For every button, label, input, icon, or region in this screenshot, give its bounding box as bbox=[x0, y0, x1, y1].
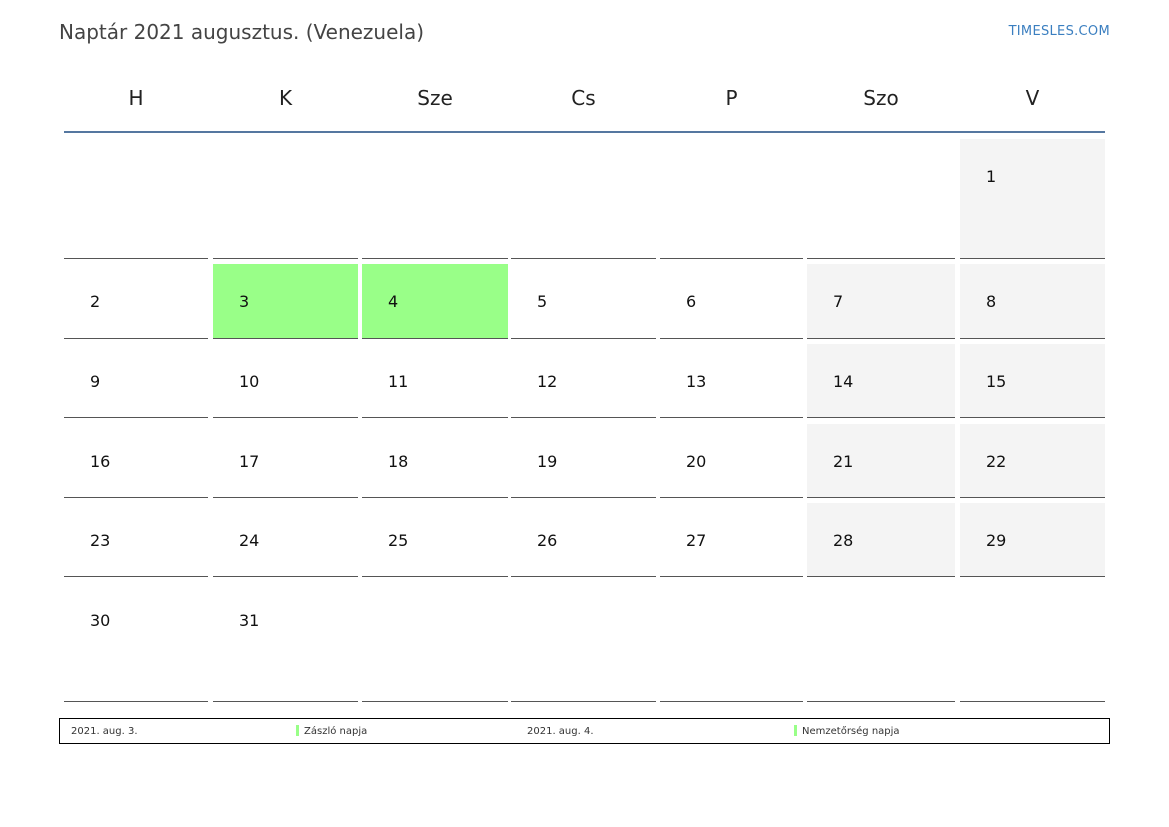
day-number: 20 bbox=[686, 452, 707, 471]
calendar-day-cell: 2 bbox=[64, 264, 208, 339]
calendar-day-cell: 7 bbox=[807, 264, 955, 339]
weekday-header: Sze bbox=[417, 86, 453, 110]
calendar-day-cell: 1 bbox=[960, 139, 1105, 259]
calendar-day-cell: 27 bbox=[660, 503, 803, 577]
day-number: 8 bbox=[986, 292, 997, 311]
calendar-day-cell: 4 bbox=[362, 264, 508, 339]
calendar-day-cell: 26 bbox=[511, 503, 656, 577]
day-number: 4 bbox=[388, 292, 399, 311]
calendar-day-cell: 30 bbox=[64, 583, 208, 702]
weekday-header: P bbox=[725, 86, 738, 110]
day-number: 19 bbox=[537, 452, 558, 471]
day-number: 28 bbox=[833, 531, 854, 550]
calendar-day-cell bbox=[213, 139, 358, 259]
day-number: 29 bbox=[986, 531, 1007, 550]
weekday-header: Cs bbox=[571, 86, 596, 110]
calendar-day-cell: 19 bbox=[511, 424, 656, 498]
calendar-day-cell bbox=[960, 583, 1105, 702]
calendar-day-cell bbox=[362, 139, 508, 259]
calendar-day-cell: 12 bbox=[511, 344, 656, 418]
calendar-day-cell bbox=[807, 139, 955, 259]
calendar-day-cell bbox=[511, 139, 656, 259]
calendar-day-cell: 20 bbox=[660, 424, 803, 498]
day-number: 21 bbox=[833, 452, 854, 471]
calendar-day-cell: 10 bbox=[213, 344, 358, 418]
day-number: 16 bbox=[90, 452, 111, 471]
calendar-day-cell: 14 bbox=[807, 344, 955, 418]
calendar-day-cell: 8 bbox=[960, 264, 1105, 339]
calendar-day-cell: 6 bbox=[660, 264, 803, 339]
legend-holiday-name-1: Zászló napja bbox=[304, 726, 368, 737]
calendar-day-cell: 23 bbox=[64, 503, 208, 577]
calendar-day-cell bbox=[64, 139, 208, 259]
holiday-legend: 2021. aug. 3. Zászló napja 2021. aug. 4.… bbox=[59, 718, 1110, 744]
day-number: 31 bbox=[239, 611, 260, 630]
day-number: 30 bbox=[90, 611, 111, 630]
day-number: 15 bbox=[986, 372, 1007, 391]
legend-color-swatch-2 bbox=[794, 725, 797, 736]
calendar-day-cell: 18 bbox=[362, 424, 508, 498]
calendar-day-cell bbox=[807, 583, 955, 702]
day-number: 24 bbox=[239, 531, 260, 550]
legend-color-swatch-1 bbox=[296, 725, 299, 736]
calendar-day-cell: 11 bbox=[362, 344, 508, 418]
calendar-day-cell: 5 bbox=[511, 264, 656, 339]
day-number: 1 bbox=[986, 167, 997, 186]
day-number: 6 bbox=[686, 292, 697, 311]
legend-holiday-name-2: Nemzetőrség napja bbox=[802, 726, 900, 737]
calendar-day-cell bbox=[511, 583, 656, 702]
calendar-day-cell bbox=[660, 583, 803, 702]
calendar-day-cell: 22 bbox=[960, 424, 1105, 498]
calendar-day-cell: 21 bbox=[807, 424, 955, 498]
day-number: 2 bbox=[90, 292, 101, 311]
calendar-day-cell: 25 bbox=[362, 503, 508, 577]
calendar-day-cell bbox=[660, 139, 803, 259]
calendar-day-cell bbox=[362, 583, 508, 702]
weekday-header: V bbox=[1025, 86, 1040, 110]
calendar-day-cell: 29 bbox=[960, 503, 1105, 577]
day-number: 22 bbox=[986, 452, 1007, 471]
calendar-day-cell: 17 bbox=[213, 424, 358, 498]
day-number: 3 bbox=[239, 292, 250, 311]
calendar-day-cell: 31 bbox=[213, 583, 358, 702]
calendar-day-cell: 3 bbox=[213, 264, 358, 339]
day-number: 12 bbox=[537, 372, 558, 391]
day-number: 10 bbox=[239, 372, 260, 391]
day-number: 23 bbox=[90, 531, 111, 550]
weekday-header: K bbox=[278, 86, 293, 110]
day-number: 26 bbox=[537, 531, 558, 550]
day-number: 11 bbox=[388, 372, 409, 391]
day-number: 27 bbox=[686, 531, 707, 550]
weekday-header: H bbox=[128, 86, 144, 110]
day-number: 9 bbox=[90, 372, 101, 391]
legend-date-2: 2021. aug. 4. bbox=[527, 726, 594, 737]
calendar-day-cell: 15 bbox=[960, 344, 1105, 418]
page-title: Naptár 2021 augusztus. (Venezuela) bbox=[59, 20, 425, 44]
day-number: 17 bbox=[239, 452, 260, 471]
header-divider bbox=[64, 131, 1105, 133]
day-number: 13 bbox=[686, 372, 707, 391]
day-number: 14 bbox=[833, 372, 854, 391]
legend-date-1: 2021. aug. 3. bbox=[71, 726, 138, 737]
calendar-day-cell: 28 bbox=[807, 503, 955, 577]
weekday-header: Szo bbox=[863, 86, 899, 110]
day-number: 5 bbox=[537, 292, 548, 311]
day-number: 7 bbox=[833, 292, 844, 311]
calendar-day-cell: 13 bbox=[660, 344, 803, 418]
calendar-day-cell: 24 bbox=[213, 503, 358, 577]
brand-link[interactable]: TIMESLES.COM bbox=[1008, 24, 1110, 39]
day-number: 18 bbox=[388, 452, 409, 471]
calendar-day-cell: 16 bbox=[64, 424, 208, 498]
calendar-day-cell: 9 bbox=[64, 344, 208, 418]
day-number: 25 bbox=[388, 531, 409, 550]
